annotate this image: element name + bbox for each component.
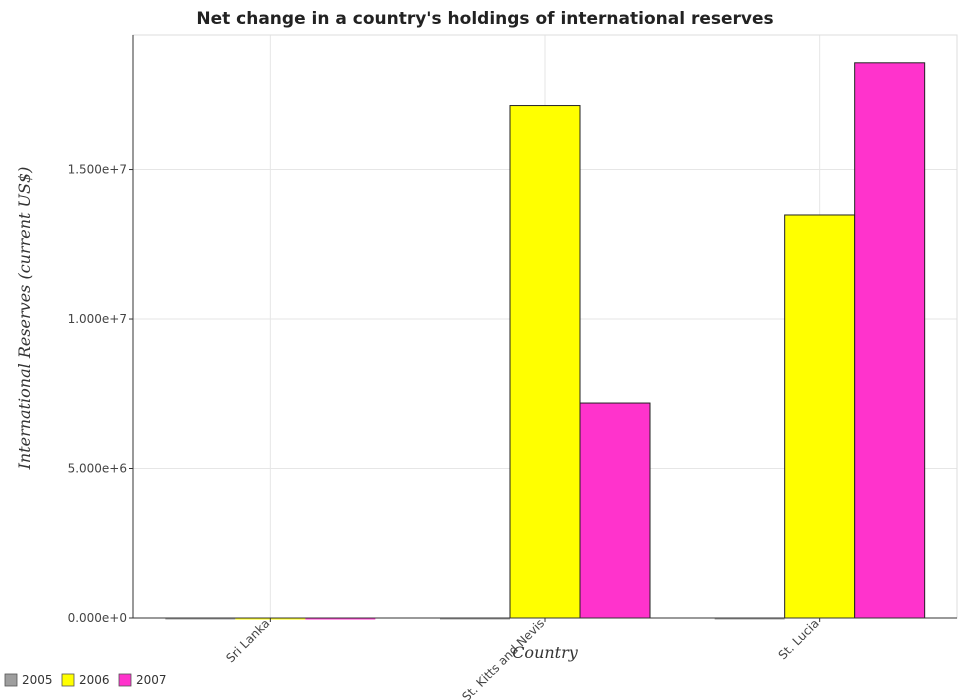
bar-2006-st-lucia	[784, 214, 856, 619]
chart-title: Net change in a country's holdings of in…	[196, 9, 773, 29]
x-axis-title: Country	[512, 643, 579, 662]
bar-2007-st-lucia	[854, 62, 926, 619]
bar-2005-st-kitts-and-nevis	[440, 618, 510, 620]
bar-2005-st-lucia	[714, 618, 785, 620]
bar-2007-sri-lanka	[305, 618, 376, 620]
legend-swatch-2005	[4, 673, 18, 687]
y-axis-title: International Reserves (current US$)	[15, 167, 34, 471]
x-tick-label: Sri Lanka	[223, 616, 272, 665]
legend-label-2005: 2005	[22, 673, 53, 687]
bar-2007-st-kitts-and-nevis	[579, 402, 651, 619]
y-tick-label: 1.000e+7	[68, 312, 127, 326]
y-tick-label: 5.000e+6	[68, 462, 127, 476]
legend-label-2007: 2007	[136, 673, 167, 687]
legend: 2005 2006 2007	[4, 673, 167, 687]
legend-swatch-2007	[118, 673, 132, 687]
y-tick-label: 1.500e+7	[68, 163, 127, 177]
legend-swatch-2006	[61, 673, 75, 687]
bar-2006-st-kitts-and-nevis	[509, 105, 581, 619]
bars	[165, 62, 926, 620]
y-tick-label: 0.000e+0	[68, 611, 127, 625]
bar-2005-sri-lanka	[165, 618, 236, 620]
legend-label-2006: 2006	[79, 673, 110, 687]
x-tick-label: St. Lucia	[776, 616, 822, 662]
